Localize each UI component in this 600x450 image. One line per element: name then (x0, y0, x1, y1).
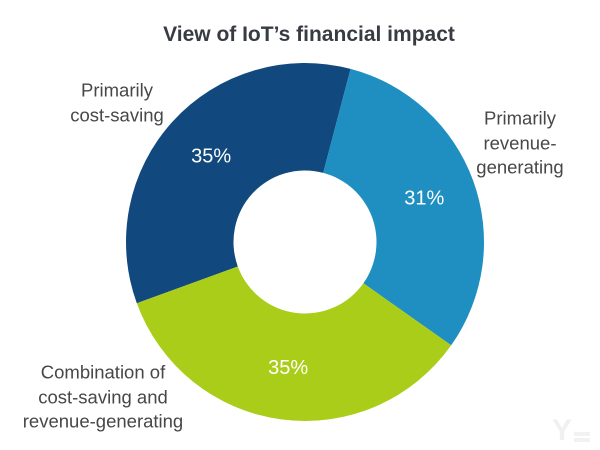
watermark-text-marks (574, 432, 591, 442)
slice-percent-label-1: 31% (404, 188, 444, 210)
slice-label-revenue-generating: Primarily revenue- generating (476, 107, 564, 178)
watermark-logo: Y (552, 410, 596, 446)
pie-slice-2 (136, 266, 452, 421)
watermark-y-icon: Y (552, 414, 573, 447)
slice-label-cost-saving: Primarily cost-saving (70, 79, 164, 126)
chart-title: View of IoT’s financial impact (163, 23, 455, 46)
slice-percent-label-2: 35% (268, 357, 308, 379)
slice-label-combination: Combination of cost-saving and revenue-g… (22, 361, 184, 432)
slice-percent-label-0: 35% (191, 145, 231, 167)
pie-slice-1 (323, 68, 484, 346)
pie-slice-0 (126, 63, 351, 304)
